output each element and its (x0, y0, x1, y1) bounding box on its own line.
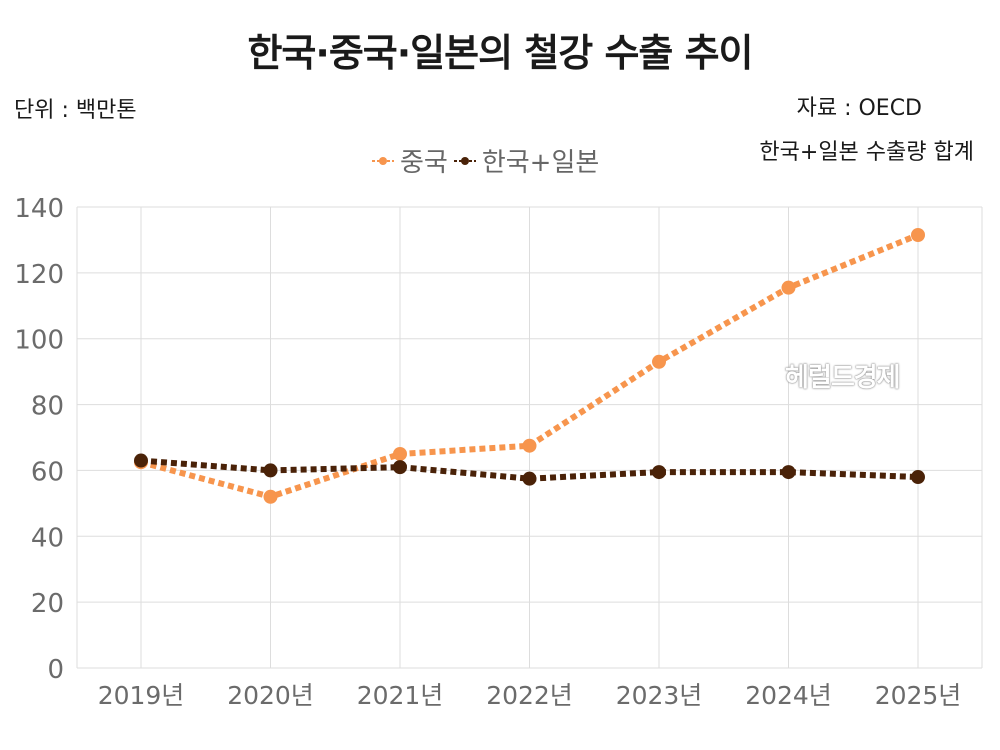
data-point-korea-japan (911, 470, 925, 485)
x-tick-label: 2025년 (875, 681, 962, 710)
data-point-china (781, 280, 796, 295)
legend: 중국 한국+일본 (372, 142, 599, 179)
note-label: 한국+일본 수출량 합계 (759, 140, 974, 165)
x-tick-label: 2019년 (98, 681, 185, 710)
x-tick-label: 2021년 (357, 681, 444, 710)
data-point-korea-japan (134, 453, 148, 468)
x-tick-label: 2022년 (486, 681, 573, 710)
data-point-korea-japan (652, 465, 666, 480)
data-point-china (393, 446, 407, 461)
y-tick-label: 60 (31, 457, 64, 487)
legend-label-china: 중국 (400, 148, 448, 178)
legend-label-korea-japan: 한국+일본 (481, 148, 600, 178)
y-tick-label: 20 (31, 589, 64, 619)
y-tick-label: 0 (47, 655, 64, 685)
data-point-korea-japan (522, 471, 537, 486)
legend-marker-china (372, 156, 394, 165)
watermark: 헤럴드경제 (785, 363, 901, 393)
unit-label: 단위 : 백만톤 (14, 98, 137, 123)
y-tick-label: 40 (31, 523, 64, 553)
data-point-korea-japan (263, 463, 278, 478)
legend-item-korea-japan: 한국+일본 (453, 142, 600, 179)
data-point-china (263, 489, 278, 504)
y-tick-label: 140 (14, 194, 64, 224)
x-tick-label: 2020년 (227, 681, 314, 710)
legend-marker-korea-japan (453, 156, 476, 165)
x-tick-label: 2024년 (745, 681, 832, 710)
data-point-korea-japan (393, 460, 407, 475)
data-point-korea-japan (781, 465, 796, 480)
y-tick-label: 100 (14, 326, 64, 356)
data-point-china (522, 438, 537, 453)
chart-title: 한국·중국·일본의 철강 수출 추이 (247, 31, 753, 75)
data-point-china (911, 227, 925, 242)
legend-item-china: 중국 (372, 142, 448, 179)
data-point-china (652, 354, 666, 369)
source-label: 자료 : OECD (796, 96, 922, 121)
x-tick-label: 2023년 (616, 681, 703, 710)
y-tick-label: 80 (31, 392, 64, 422)
y-tick-label: 120 (14, 260, 64, 290)
